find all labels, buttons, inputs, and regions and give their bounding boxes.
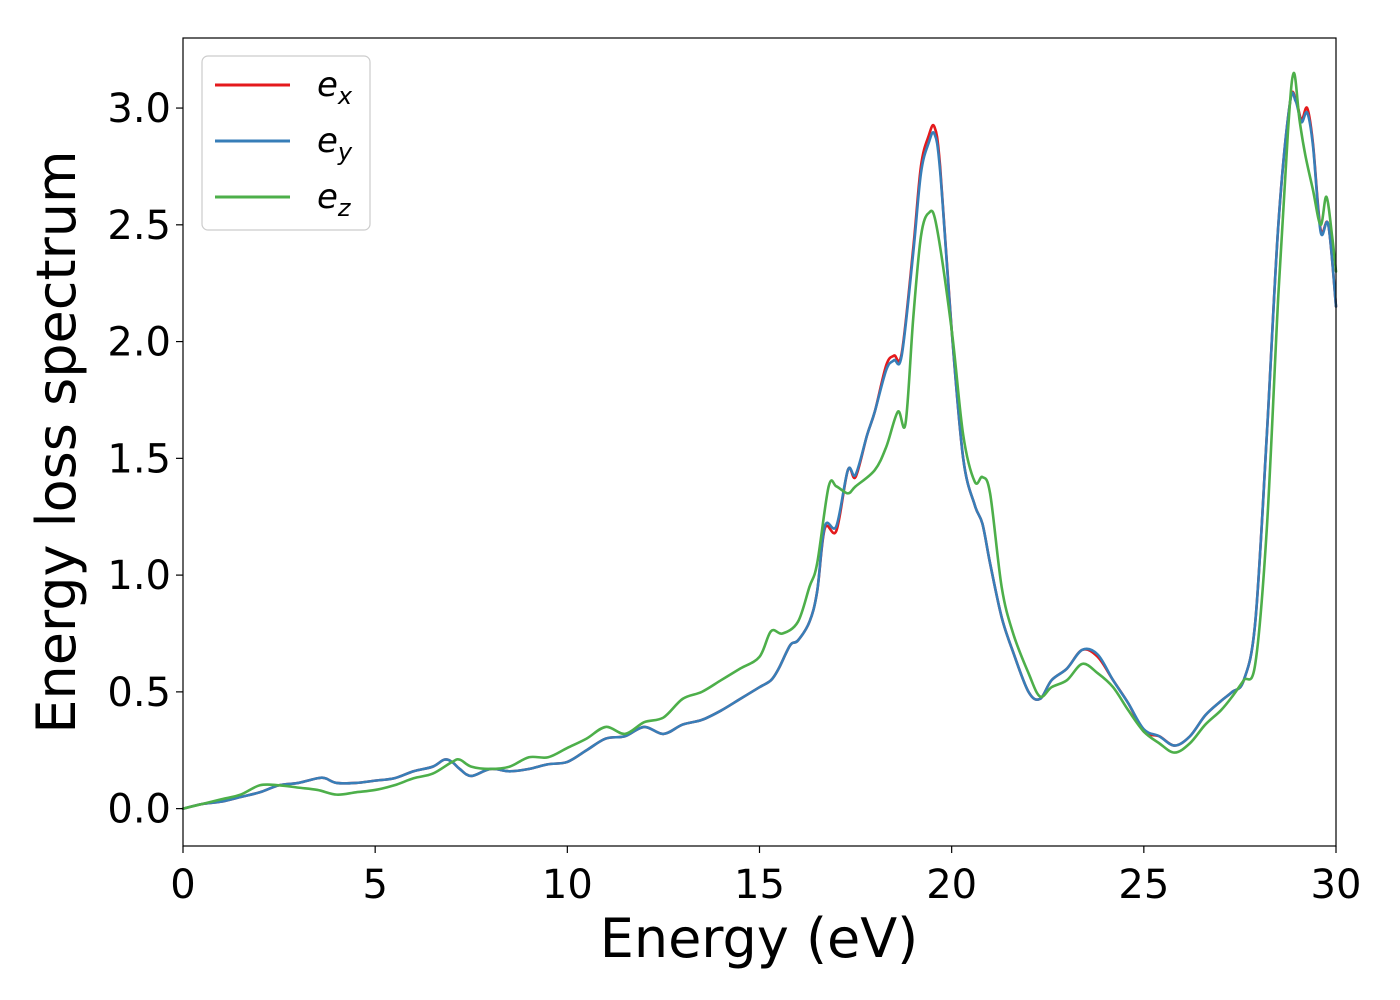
legend-label-ey: ey [317, 121, 353, 166]
x-tick-label: 30 [1311, 862, 1362, 908]
legend-box [201, 55, 371, 231]
y-tick-label: 3.0 [107, 86, 171, 132]
y-tick-label: 1.0 [107, 553, 171, 599]
series-layer [181, 71, 1338, 810]
tick-layer: 0 5 10 15 20 25 30 0.0 0.5 1.0 1.5 2.0 2.5 3.0 [107, 86, 1361, 908]
x-tick-label: 0 [170, 862, 195, 908]
y-tick-label: 2.0 [107, 320, 171, 366]
x-axis-title: Energy (eV) [600, 907, 919, 970]
legend-items: ex ey ez [215, 65, 353, 222]
x-tick-label: 25 [1118, 862, 1169, 908]
series-line-ey [181, 91, 1338, 810]
y-tick-label: 0.0 [107, 787, 171, 833]
legend-label-ez: ez [317, 177, 352, 222]
legend: ex ey ez [201, 55, 371, 231]
legend-label-ex: ex [317, 65, 353, 110]
y-tick-label: 0.5 [107, 670, 171, 716]
x-tick-label: 15 [734, 862, 785, 908]
y-tick-label: 1.5 [107, 436, 171, 482]
y-tick-label: 2.5 [107, 203, 171, 249]
x-tick-label: 20 [926, 862, 977, 908]
y-axis-title: Energy loss spectrum [25, 150, 88, 733]
x-tick-label: 10 [542, 862, 593, 908]
series-line-ez [181, 71, 1338, 810]
x-tick-label: 5 [362, 862, 387, 908]
